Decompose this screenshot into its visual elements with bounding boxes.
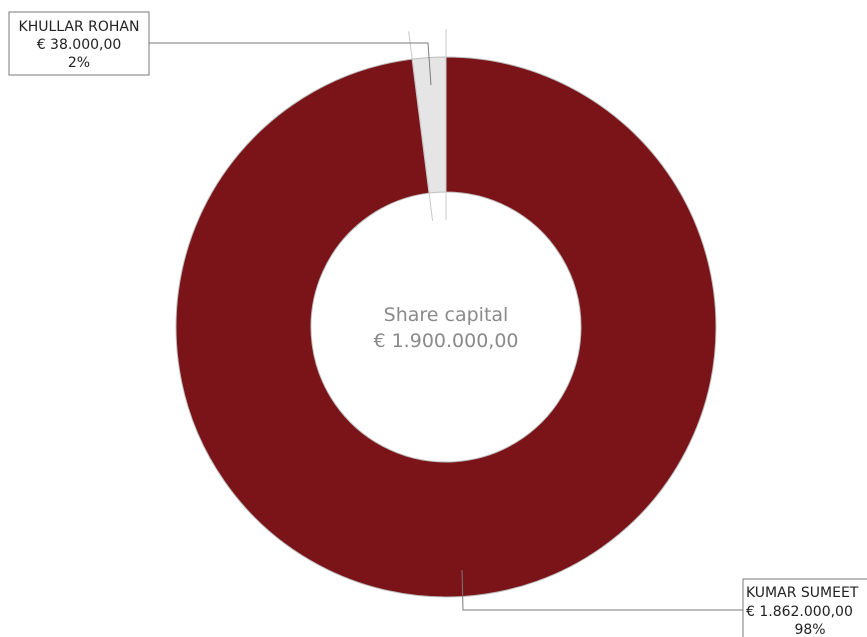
- slice-kumar-sumeet: [175, 56, 717, 598]
- callout-name-kumar-sumeet: KUMAR SUMEET: [746, 585, 859, 601]
- callout-khullar-rohan: KHULLAR ROHAN € 38.000,00 2%: [8, 11, 432, 86]
- donut-slices: [175, 29, 717, 598]
- center-total: € 1.900.000,00: [373, 330, 518, 352]
- callout-percent-khullar-rohan: 2%: [68, 55, 90, 71]
- callout-percent-kumar-sumeet: 98%: [794, 622, 825, 637]
- callout-leader-kumar-sumeet: [461, 569, 743, 611]
- callout-box-khullar-rohan: [8, 11, 150, 76]
- callout-kumar-sumeet: KUMAR SUMEET € 1.862.000,00 98%: [461, 569, 867, 637]
- callout-leader-khullar-rohan: [148, 42, 432, 86]
- slice-separator-1: [408, 31, 434, 221]
- callout-name-khullar-rohan: KHULLAR ROHAN: [19, 19, 140, 35]
- callout-value-kumar-sumeet: € 1.862.000,00: [746, 604, 853, 620]
- callout-box-kumar-sumeet: [742, 578, 867, 637]
- callout-value-khullar-rohan: € 38.000,00: [37, 37, 122, 53]
- center-title: Share capital: [384, 304, 509, 326]
